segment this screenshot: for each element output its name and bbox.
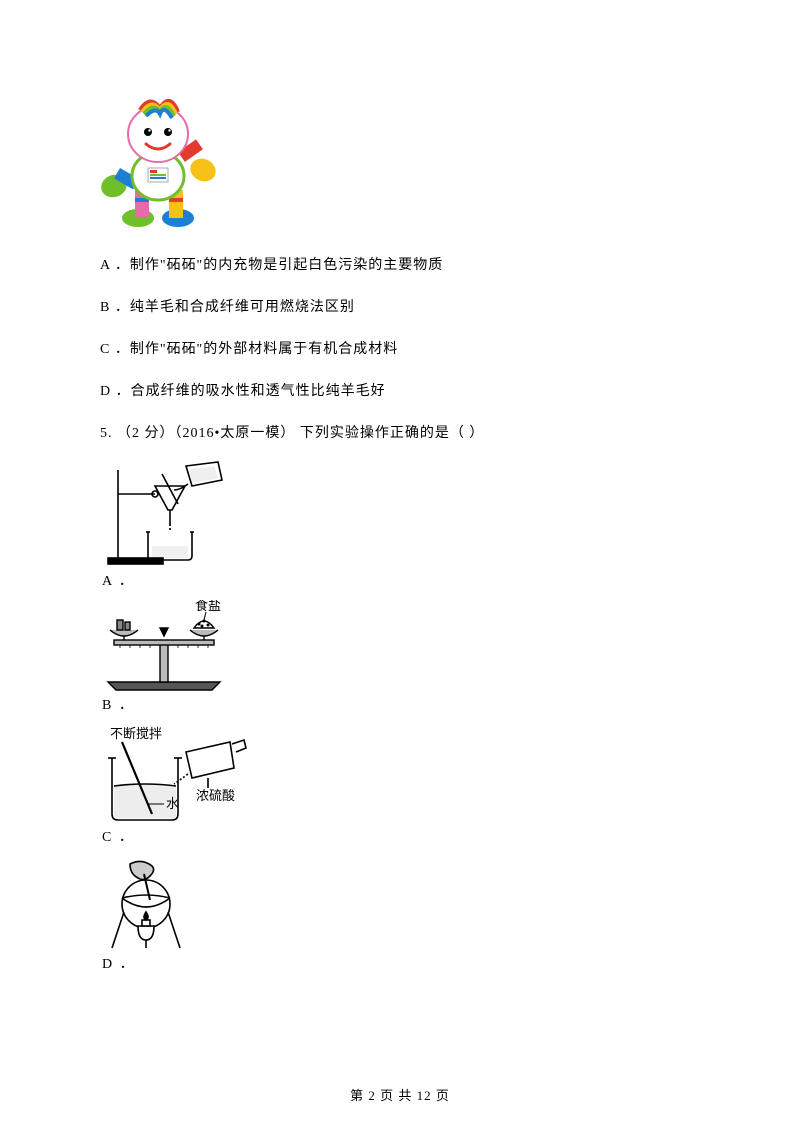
q5-text: 5. （2 分）（2016•太原一模） 下列实验操作正确的是（ ） [100, 422, 700, 442]
q5-label-a: A ． [102, 570, 135, 590]
figC-label-stir: 不断搅拌 [110, 726, 162, 741]
figC-label-water: 水 [166, 796, 179, 811]
figB-label-salt: 食盐 [195, 600, 221, 613]
q5-figure-c: 不断搅拌 浓硫酸 水 C ． [100, 724, 700, 846]
page-footer: 第 2 页 共 12 页 [0, 1085, 800, 1104]
q5-label-c: C ． [102, 826, 135, 846]
figC-label-acid: 浓硫酸 [196, 788, 235, 803]
q5-figure-a: A ． [100, 460, 700, 590]
figB-svg: 食盐 [100, 600, 228, 692]
q5-figure-d: D ． [100, 856, 700, 973]
q5-figure-b: 食盐 B ． [100, 600, 700, 714]
figC-svg: 不断搅拌 浓硫酸 水 [100, 724, 255, 824]
q5-label-b: B ． [102, 694, 135, 714]
figA-svg [100, 460, 235, 568]
figD-svg [100, 856, 195, 951]
q4-option-b: B ．纯羊毛和合成纤维可用燃烧法区别 [100, 296, 700, 316]
q4-option-a: A ．制作"砳砳"的内充物是引起白色污染的主要物质 [100, 254, 700, 274]
q4-option-d: D ．合成纤维的吸水性和透气性比纯羊毛好 [100, 380, 700, 400]
q4-option-c: C ．制作"砳砳"的外部材料属于有机合成材料 [100, 338, 700, 358]
q5-label-d: D ． [102, 953, 136, 973]
mascot-svg [100, 90, 220, 230]
mascot-figure [100, 90, 700, 230]
